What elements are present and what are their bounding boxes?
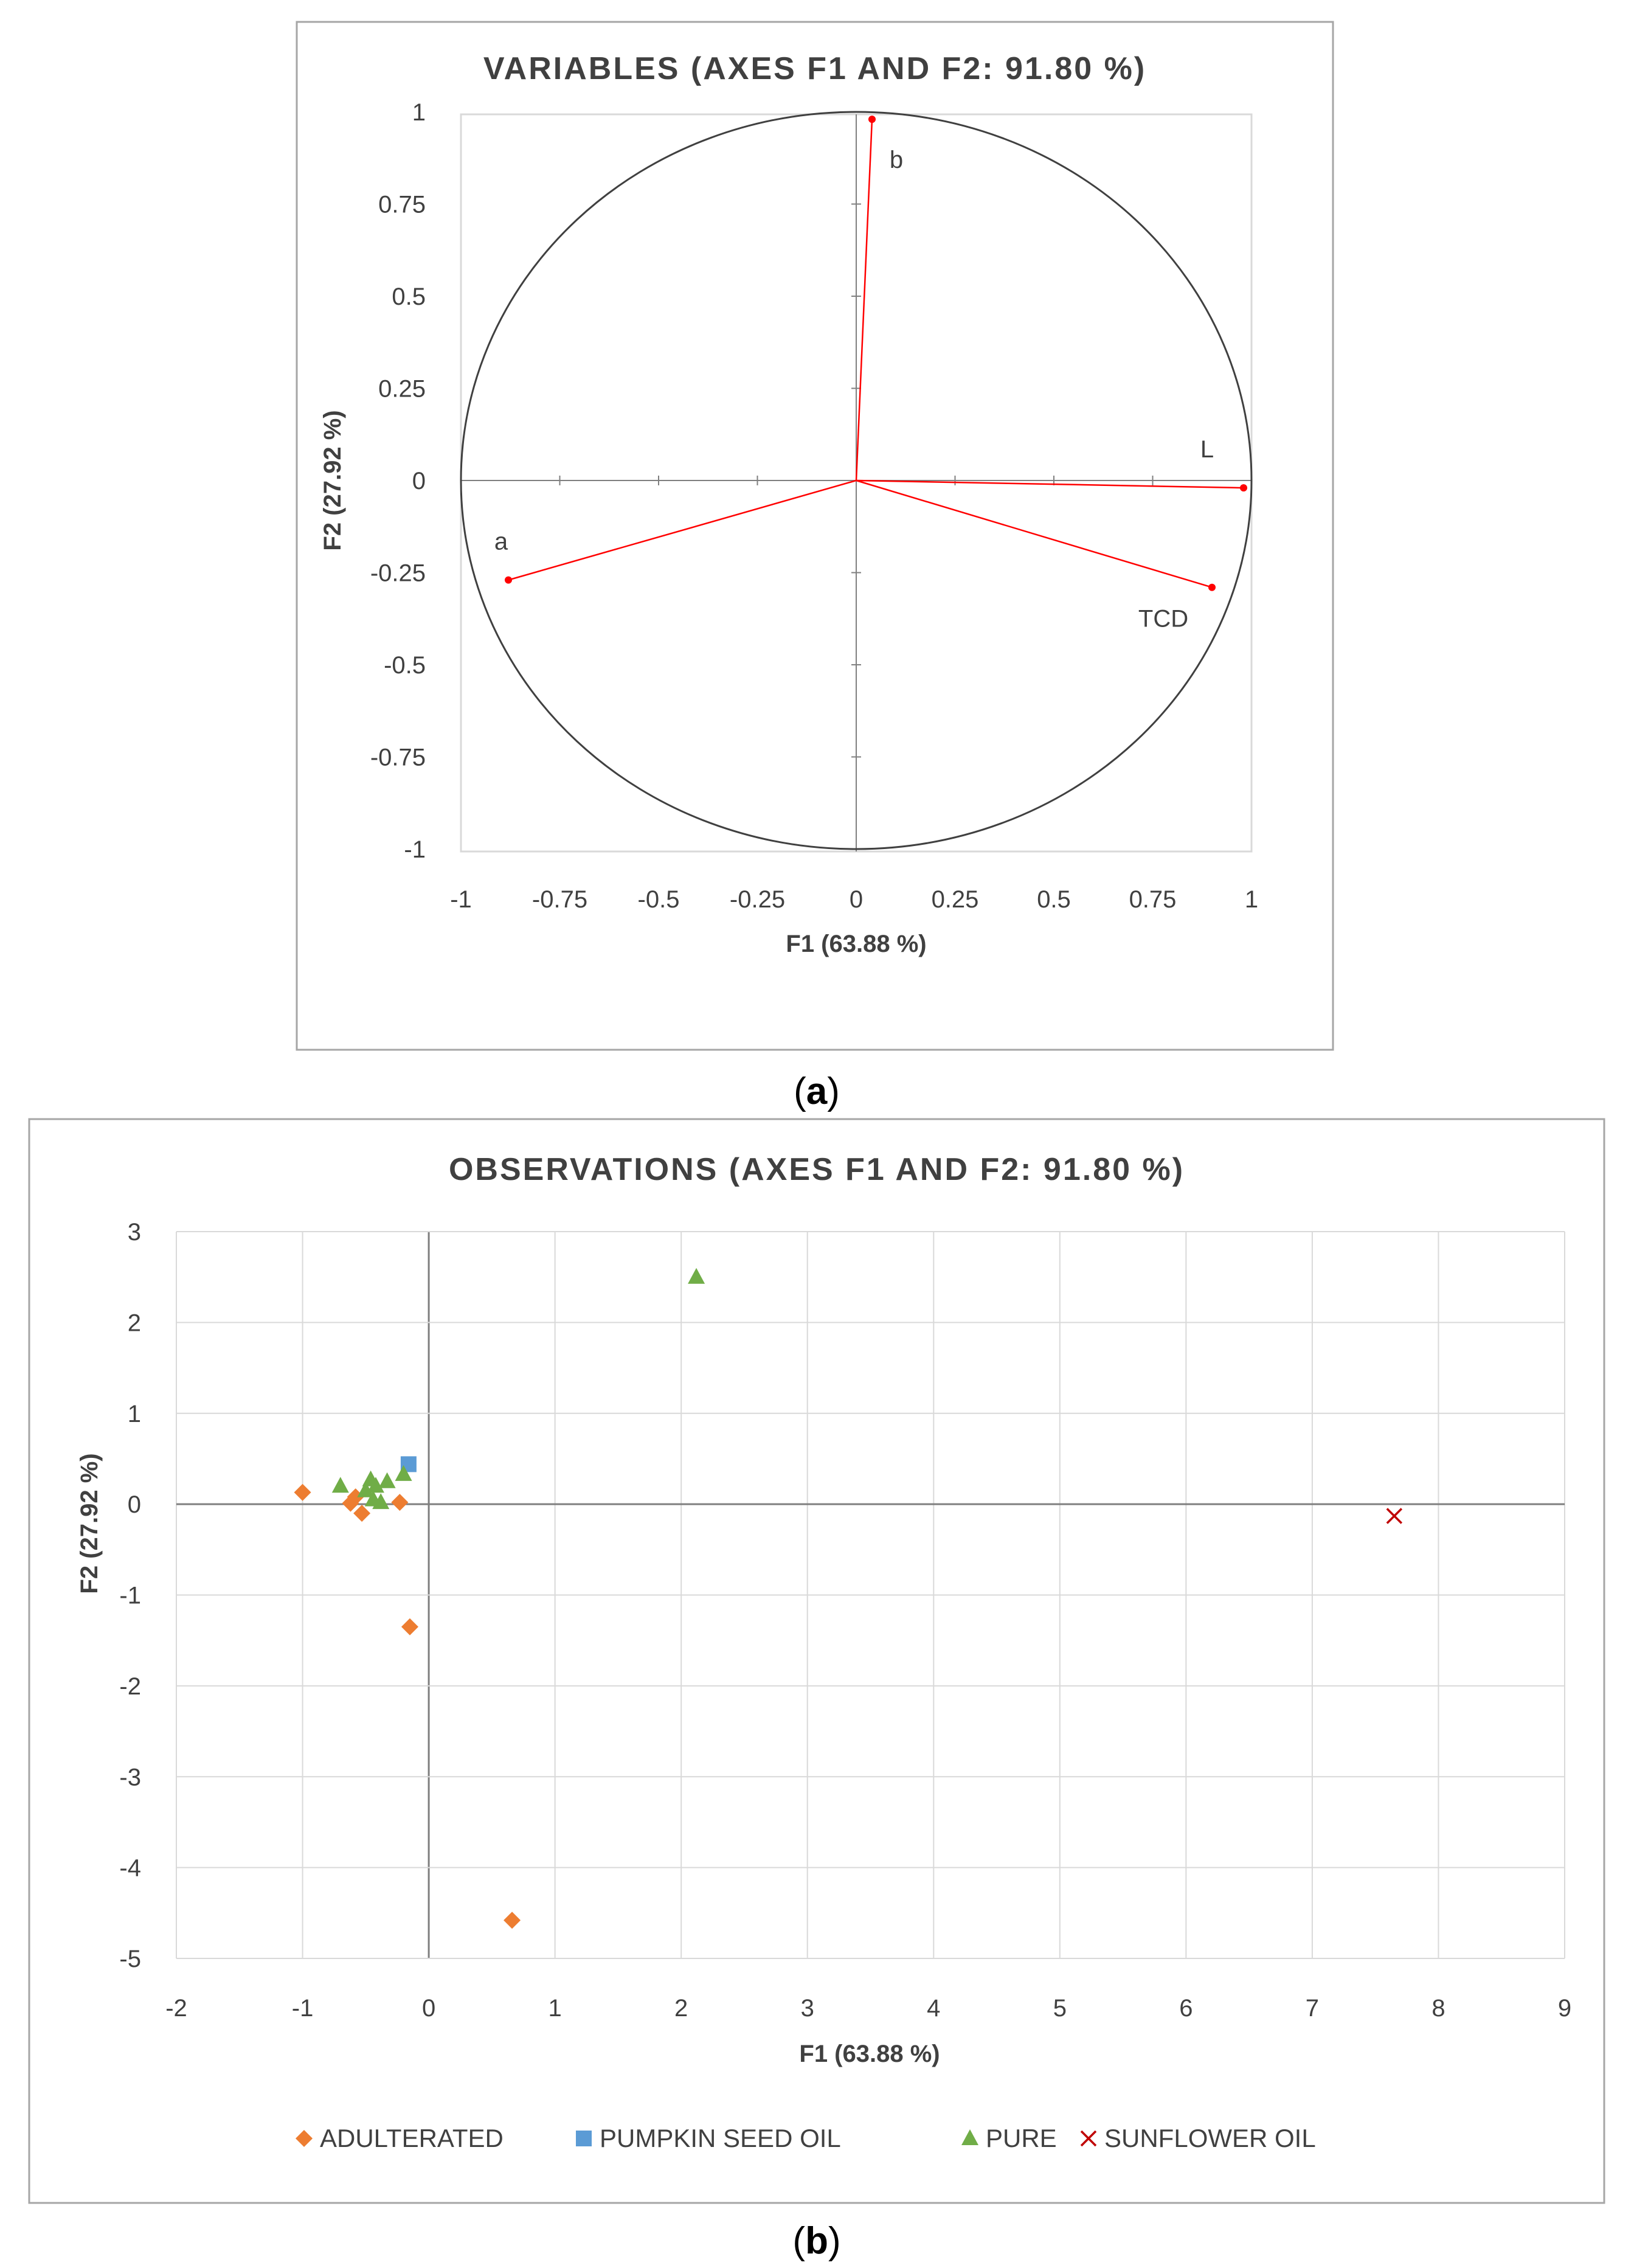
point-adulterated bbox=[294, 1483, 311, 1501]
point-adulterated bbox=[353, 1505, 371, 1522]
panel-a-x-tick-label: -0.75 bbox=[532, 886, 587, 913]
panel-a-y-tick-label: 1 bbox=[412, 99, 426, 126]
panel-b-caption: (b) bbox=[792, 2220, 840, 2262]
panel-b-x-tick-label: -1 bbox=[292, 1995, 314, 2022]
panel-b-x-tick-label: 0 bbox=[422, 1995, 435, 2022]
point-adulterated bbox=[391, 1494, 409, 1511]
panel-b-y-tick-label: 0 bbox=[128, 1491, 141, 1518]
legend-marker-adulterated bbox=[296, 2130, 313, 2147]
panel-b-x-tick-label: 7 bbox=[1306, 1995, 1319, 2022]
loading-label-l: L bbox=[1200, 436, 1214, 463]
panel-b-x-tick-label: 3 bbox=[801, 1995, 814, 2022]
panel-a-y-tick-label: -0.75 bbox=[370, 744, 426, 771]
loading-label-a: a bbox=[494, 529, 508, 555]
panel-b-x-axis-title: F1 (63.88 %) bbox=[799, 2041, 940, 2067]
loading-label-tcd: TCD bbox=[1138, 606, 1188, 633]
point-pure bbox=[395, 1465, 412, 1481]
point-pure bbox=[688, 1268, 705, 1284]
loading-vectors: b L TCD a bbox=[494, 116, 1247, 633]
panel-a-x-tick-label: 0.25 bbox=[932, 886, 979, 913]
panel-a-x-tick-label: 1 bbox=[1245, 886, 1258, 913]
point-adulterated bbox=[504, 1912, 521, 1929]
panel-a-x-tick-label: -0.25 bbox=[730, 886, 785, 913]
panel-b-y-tick-label: 1 bbox=[128, 1401, 141, 1427]
panel-a-y-tick-label: -1 bbox=[404, 836, 426, 863]
panel-b-x-tick-label: -2 bbox=[165, 1995, 187, 2022]
point-pure bbox=[331, 1477, 349, 1493]
panel-b-data-points bbox=[294, 1268, 1403, 1929]
point-pure bbox=[378, 1472, 396, 1488]
panel-b-x-tick-label: 4 bbox=[927, 1995, 940, 2022]
panel-a-x-tick-label: -0.5 bbox=[638, 886, 680, 913]
panel-b-y-tick-label: -3 bbox=[119, 1764, 141, 1791]
panel-a-y-tick-label: 0.5 bbox=[392, 283, 426, 310]
panel-b-y-tick-label: -1 bbox=[119, 1583, 141, 1609]
panel-a-axes: -1 -0.75 -0.5 -0.25 0 0.25 0.5 0.75 1 1 0.75 0.5 0.2… bbox=[370, 99, 1258, 913]
loading-point-b bbox=[868, 116, 876, 123]
panel-b-frame bbox=[28, 1118, 1605, 2204]
panel-a-x-tick-label: 0 bbox=[850, 886, 863, 913]
legend-marker-pure bbox=[961, 2129, 978, 2145]
legend-label-adulterated: ADULTERATED bbox=[320, 2124, 504, 2152]
panel-a-x-tick-label: -1 bbox=[450, 886, 472, 913]
loading-label-b: b bbox=[890, 147, 903, 173]
point-adulterated bbox=[401, 1618, 418, 1635]
panel-a-x-axis-title: F1 (63.88 %) bbox=[786, 931, 926, 957]
loading-vector-l bbox=[856, 479, 1244, 489]
panel-b-y-tick-label: 2 bbox=[128, 1309, 141, 1336]
loading-vector-a bbox=[508, 479, 857, 581]
panel-a-frame bbox=[296, 21, 1334, 1051]
panel-b-legend: ADULTERATED PUMPKIN SEED OIL PURE SUNFLOWER… bbox=[296, 2124, 1316, 2152]
point-pure bbox=[357, 1481, 375, 1497]
panel-a-title: VARIABLES (AXES F1 AND F2: 91.80 %) bbox=[483, 51, 1146, 86]
panel-a: VARIABLES (AXES F1 AND F2: 91.80 %) -1 -0… bbox=[296, 21, 1334, 1112]
panel-b-x-tick-label: 5 bbox=[1053, 1995, 1067, 2022]
panel-a-x-tick-label: 0.5 bbox=[1037, 886, 1071, 913]
point-sunflower-oil bbox=[1386, 1508, 1403, 1524]
panel-b-y-axis-title: F2 (27.92 %) bbox=[76, 1453, 103, 1593]
panel-a-y-tick-label: 0.75 bbox=[378, 192, 426, 218]
panel-b-x-tick-label: 9 bbox=[1558, 1995, 1571, 2022]
panel-a-x-tick-label: 0.75 bbox=[1129, 886, 1177, 913]
legend-marker-pumpkin-seed-oil bbox=[576, 2131, 592, 2146]
loading-point-a bbox=[505, 576, 512, 584]
panel-a-y-tick-label: -0.5 bbox=[384, 652, 426, 679]
legend-label-pure: PURE bbox=[986, 2124, 1057, 2152]
panel-b-y-tick-label: -5 bbox=[119, 1946, 141, 1972]
panel-b-gridlines bbox=[176, 1231, 1565, 1959]
panel-a-y-tick-label: 0 bbox=[412, 468, 426, 494]
panel-a-y-tick-label: -0.25 bbox=[370, 560, 426, 587]
panel-b-title: OBSERVATIONS (AXES F1 AND F2: 91.80 %) bbox=[449, 1152, 1185, 1187]
legend-marker-sunflower-oil-stroke bbox=[1080, 2130, 1097, 2147]
loading-vector-tcd bbox=[856, 479, 1213, 588]
panel-b-x-tick-label: 2 bbox=[674, 1995, 688, 2022]
point-pure bbox=[367, 1477, 384, 1493]
point-pure bbox=[372, 1493, 390, 1510]
loading-vector-b bbox=[855, 119, 873, 481]
panel-a-y-axis-title: F2 (27.92 %) bbox=[319, 410, 346, 550]
point-sunflower-oil-stroke bbox=[1386, 1508, 1403, 1524]
panel-b-y-tick-label: -4 bbox=[119, 1855, 141, 1882]
panel-b: OBSERVATIONS (AXES F1 AND F2: 91.80 %) -… bbox=[28, 1118, 1605, 2262]
legend-label-pumpkin-seed-oil: PUMPKIN SEED OIL bbox=[600, 2124, 841, 2152]
panel-b-y-tick-label: 3 bbox=[128, 1219, 141, 1246]
legend-label-sunflower-oil: SUNFLOWER OIL bbox=[1104, 2124, 1316, 2152]
unit-circle bbox=[460, 111, 1253, 850]
panel-b-x-tick-label: 8 bbox=[1431, 1995, 1445, 2022]
panel-b-x-tick-label: 1 bbox=[549, 1995, 562, 2022]
loading-point-l bbox=[1240, 484, 1247, 492]
panel-b-x-tick-label: 6 bbox=[1179, 1995, 1193, 2022]
panel-b-y-tick-label: -2 bbox=[119, 1673, 141, 1700]
panel-b-tick-labels: -2 -1 0 1 2 3 4 5 6 7 8 9 3 2 1 0 -1 -2 -3 -4 -5 bbox=[119, 1219, 1571, 2022]
panel-a-caption: (a) bbox=[794, 1070, 840, 1112]
loading-point-tcd bbox=[1208, 583, 1216, 591]
legend-marker-sunflower-oil bbox=[1080, 2130, 1097, 2147]
panel-a-y-tick-label: 0.25 bbox=[378, 376, 426, 403]
